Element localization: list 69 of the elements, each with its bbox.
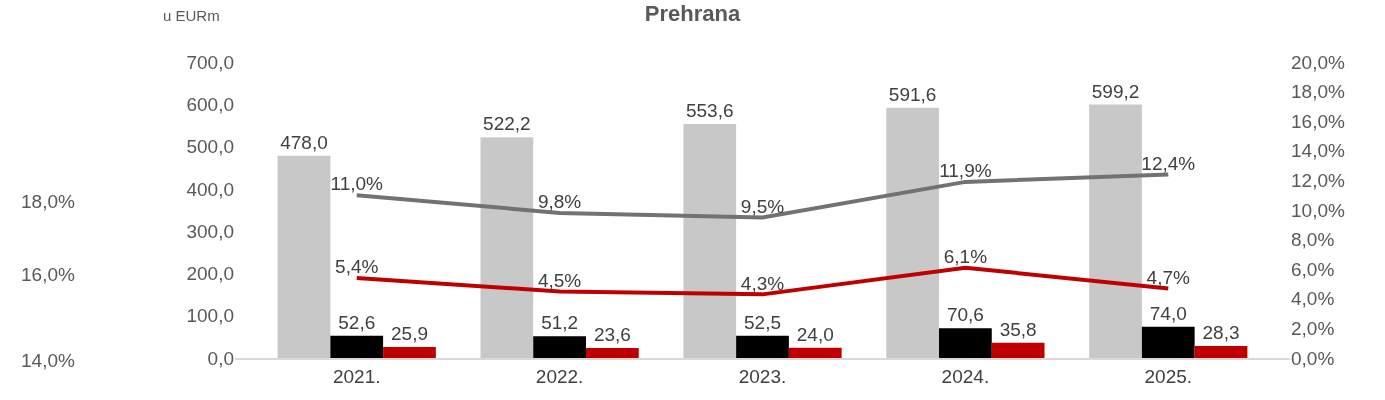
y-tick-label: 500,0 [186, 136, 234, 158]
y-tick-label: 700,0 [186, 51, 234, 73]
data-label: 11,0% [330, 173, 384, 195]
y2-tick-label: 16,0% [1291, 110, 1345, 132]
y2-tick-label: 20,0% [1291, 51, 1345, 73]
chart-title: Prehrana [644, 1, 741, 27]
data-label: 35,8 [999, 318, 1037, 340]
bar [1141, 326, 1195, 358]
y-axis-title: u EURm [163, 7, 220, 24]
bar [277, 155, 331, 358]
y-tick-label: 600,0 [186, 93, 234, 115]
data-label: 52,5 [744, 311, 781, 333]
bar [1194, 346, 1248, 358]
data-label: 12,4% [1141, 152, 1196, 174]
y2-tick-label: 4,0% [1291, 288, 1335, 310]
data-label: 9,8% [537, 191, 582, 213]
x-tick-label: 2025. [1144, 365, 1193, 387]
bar [585, 348, 639, 358]
bar [1089, 104, 1142, 358]
bar [330, 335, 384, 358]
bar [788, 347, 842, 358]
data-label: 591,6 [888, 83, 937, 105]
data-label: 522,2 [483, 113, 531, 135]
data-label: 24,0 [796, 323, 834, 345]
data-label: 28,3 [1202, 322, 1240, 344]
x-tick-label: 2023. [738, 365, 787, 387]
x-tick-label: 2021. [332, 365, 381, 387]
bar [736, 335, 789, 358]
y2-tick-label: 14,0% [1291, 140, 1345, 162]
data-label: 51,2 [541, 312, 579, 334]
data-label: 553,6 [685, 99, 734, 121]
y-tick-label: 0,0 [207, 347, 234, 369]
text: 14,0% [21, 350, 75, 371]
data-label: 74,0 [1149, 302, 1187, 324]
y2-tick-label: 6,0% [1291, 258, 1335, 280]
data-label: 11,9% [939, 160, 992, 182]
data-label: 4,5% [537, 269, 582, 291]
y2-tick-label: 2,0% [1291, 318, 1335, 340]
data-label: 6,1% [943, 245, 988, 267]
y-tick-label: 200,0 [186, 263, 234, 285]
x-tick-label: 2024. [941, 365, 990, 387]
text: 16,0% [21, 264, 75, 285]
data-label: 599,2 [1091, 80, 1140, 102]
y-tick-label: 300,0 [186, 220, 234, 242]
bar [886, 107, 940, 358]
bar [991, 342, 1045, 358]
data-label: 4,7% [1146, 266, 1191, 288]
y-tick-label: 400,0 [186, 178, 234, 200]
data-label: 9,5% [740, 195, 785, 217]
y2-tick-label: 18,0% [1291, 81, 1345, 103]
bar [533, 336, 586, 358]
bar [383, 347, 436, 358]
data-label: 70,6 [946, 304, 984, 326]
data-label: 25,9 [390, 323, 428, 345]
data-label: 4,3% [740, 272, 785, 294]
y2-tick-label: 8,0% [1291, 229, 1335, 251]
data-label: 478,0 [280, 131, 328, 153]
text: 18,0% [21, 191, 75, 212]
x-tick-label: 2022. [535, 365, 584, 387]
y-tick-label: 100,0 [186, 305, 234, 327]
bar [683, 123, 737, 358]
y2-tick-label: 10,0% [1291, 199, 1345, 221]
data-label: 52,6 [338, 311, 376, 333]
y2-tick-label: 12,0% [1291, 170, 1345, 192]
data-label: 23,6 [593, 324, 631, 346]
bar [480, 137, 534, 358]
bar [939, 328, 992, 358]
y2-tick-label: 0,0% [1291, 347, 1335, 369]
data-label: 5,4% [335, 256, 379, 278]
